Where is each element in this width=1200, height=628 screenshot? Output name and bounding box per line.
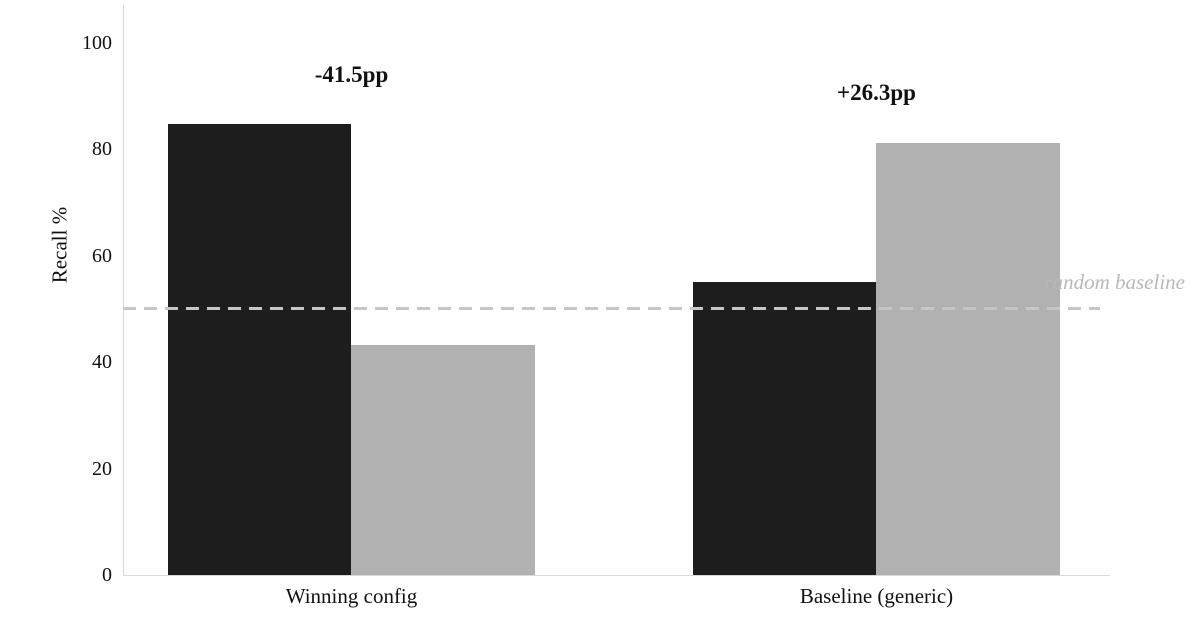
bar-winning-config-dark	[168, 123, 351, 575]
category-label-baseline-generic: Baseline (generic)	[799, 584, 954, 608]
x-axis-line	[123, 575, 1110, 576]
y-tick-label: 100	[82, 32, 112, 54]
bar-baseline-generic-gray	[876, 142, 1060, 575]
bar-baseline-generic-dark	[693, 282, 876, 575]
annotation-winning-config: -41.5pp	[314, 61, 389, 87]
y-tick-label: 0	[102, 564, 112, 586]
random-baseline-label: random baseline	[1044, 270, 1185, 294]
random-baseline-line	[123, 307, 1100, 310]
y-tick-label: 60	[92, 244, 112, 267]
bar-winning-config-gray	[351, 344, 535, 575]
category-label-winning-config: Winning config	[285, 584, 418, 608]
annotation-baseline-generic: +26.3pp	[837, 80, 916, 106]
y-axis-line	[123, 5, 124, 576]
y-tick-label: 20	[92, 457, 112, 480]
y-tick-label: 40	[92, 351, 112, 374]
y-tick-label: 80	[92, 138, 112, 161]
